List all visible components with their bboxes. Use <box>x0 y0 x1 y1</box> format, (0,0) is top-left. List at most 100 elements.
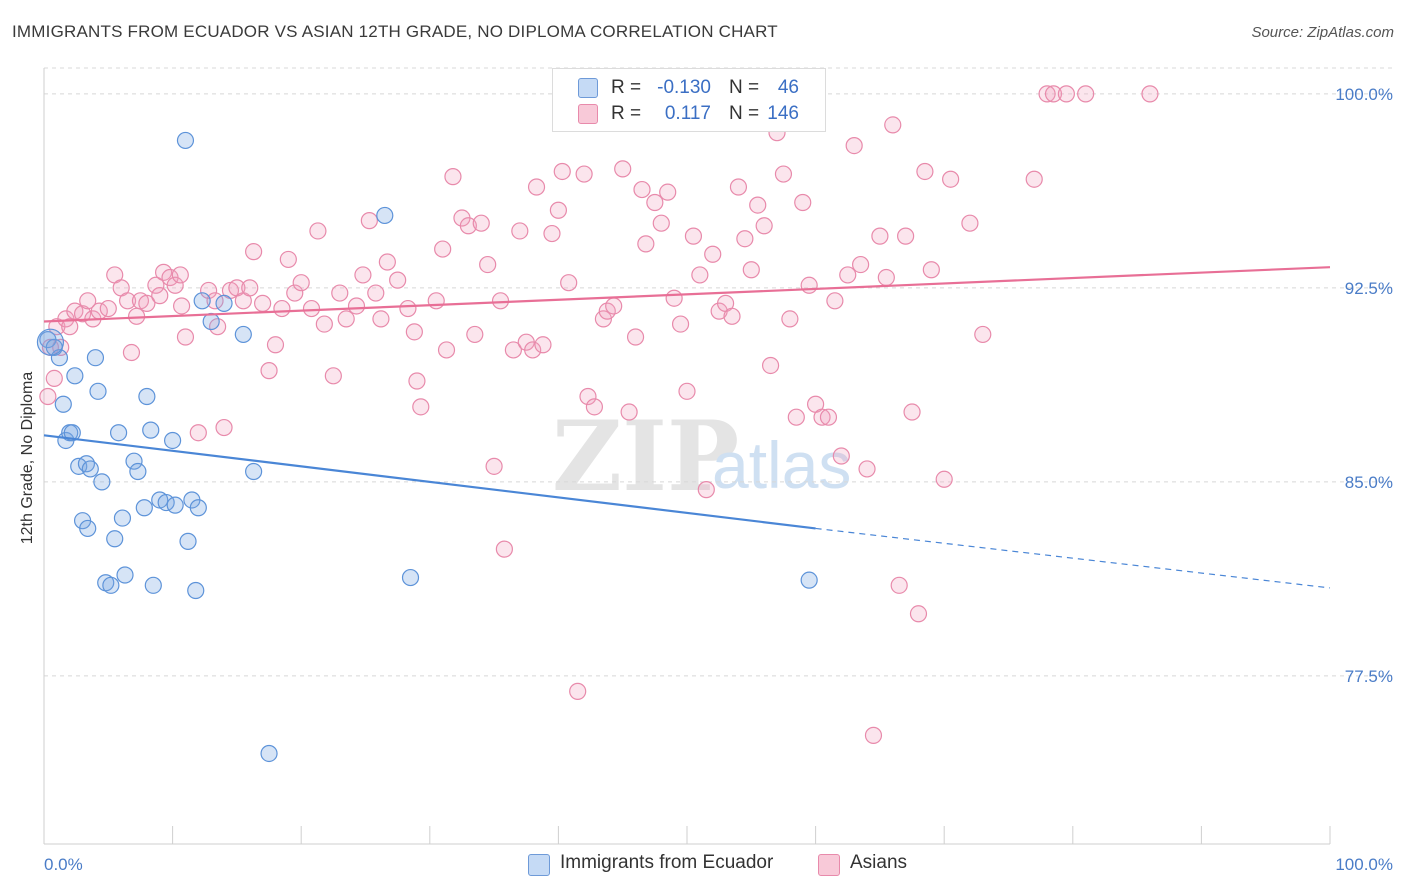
data-point-ecuador <box>215 294 233 312</box>
data-point-asians <box>260 362 278 380</box>
y-tick-label: 77.5% <box>1345 667 1393 686</box>
data-point-ecuador <box>89 382 107 400</box>
data-point-asians <box>504 341 522 359</box>
data-point-asians <box>166 276 184 294</box>
data-point-asians <box>241 279 259 297</box>
data-point-asians <box>819 408 838 426</box>
data-point-asians <box>826 292 844 310</box>
data-point-asians <box>99 299 117 318</box>
data-point-asians <box>839 266 857 284</box>
data-point-asians <box>691 266 709 284</box>
legend-r-value: -0.130 <box>657 77 711 98</box>
trend-line-ecuador <box>43 434 816 530</box>
data-point-ecuador <box>166 496 184 514</box>
data-point-ecuador <box>189 499 207 517</box>
data-point-asians <box>646 193 664 212</box>
watermark-atlas: atlas <box>712 428 851 502</box>
data-point-asians <box>922 261 940 279</box>
data-point-asians <box>73 305 92 323</box>
data-point-asians <box>742 261 760 279</box>
y-tick-labels: 100.0% 92.5% 85.0% 77.5% <box>1335 85 1393 686</box>
data-point-asians <box>292 274 310 292</box>
data-point-asians <box>215 418 233 437</box>
legend-label-ecuador: Immigrants from Ecuador <box>560 852 774 873</box>
legend-r-value: 0.117 <box>664 103 711 124</box>
data-point-asians <box>39 387 57 406</box>
data-point-asians <box>626 328 645 346</box>
data-point-ecuador <box>401 568 420 587</box>
data-point-ecuador-large <box>36 328 65 356</box>
data-point-asians <box>360 212 378 230</box>
data-point-asians <box>671 315 690 333</box>
data-point-asians <box>444 168 462 186</box>
data-point-asians <box>466 325 484 344</box>
data-point-ecuador <box>81 460 99 478</box>
data-point-ecuador <box>135 499 153 517</box>
data-point-asians <box>524 341 542 359</box>
legend-n-label: N = <box>729 103 760 124</box>
data-point-asians <box>871 227 889 245</box>
data-point-ecuador <box>125 452 143 470</box>
data-point-asians <box>408 372 426 390</box>
y-tick-label: 100.0% <box>1335 85 1393 104</box>
legend-n-value: 146 <box>767 103 799 124</box>
data-point-asians <box>389 271 407 289</box>
data-point-asians <box>511 222 529 240</box>
data-point-ecuador <box>79 519 97 538</box>
data-point-asians <box>974 325 992 344</box>
data-point-ecuador <box>179 532 197 550</box>
data-point-ecuador <box>109 424 128 442</box>
data-point-asians <box>459 217 477 235</box>
data-point-asians <box>813 408 831 426</box>
data-point-asians <box>832 447 850 465</box>
data-point-asians <box>800 276 818 294</box>
data-point-asians <box>903 403 921 421</box>
data-point-asians <box>61 318 79 336</box>
data-point-asians <box>266 336 285 354</box>
legend-r-label: R = <box>611 103 642 124</box>
data-point-asians <box>794 193 812 212</box>
data-point-asians <box>337 310 355 328</box>
data-point-ecuador <box>54 395 72 413</box>
grid-lines <box>44 67 1392 677</box>
series-asians <box>39 85 1159 744</box>
data-point-ecuador <box>93 473 111 491</box>
data-point-ecuador <box>86 349 105 367</box>
data-point-ecuador <box>63 424 81 442</box>
data-point-ecuador <box>176 131 195 150</box>
data-point-asians <box>122 343 141 362</box>
data-point-asians <box>637 235 655 253</box>
data-point-asians <box>890 576 908 594</box>
data-point-asians <box>665 289 683 307</box>
data-point-asians <box>279 250 297 269</box>
data-point-asians <box>884 116 902 134</box>
data-point-ecuador <box>376 206 394 225</box>
watermark-zip: ZIP <box>552 400 739 513</box>
data-point-asians <box>147 276 165 294</box>
data-point-asians <box>553 162 571 181</box>
data-point-asians <box>491 292 510 310</box>
data-point-asians <box>704 245 722 263</box>
data-point-asians <box>697 481 715 499</box>
legend-n-value: 46 <box>777 77 799 98</box>
data-point-asians <box>315 315 333 333</box>
legend-r-label: R = <box>611 77 642 98</box>
data-point-asians <box>787 408 805 426</box>
x-tick-label-max: 100.0% <box>1335 855 1393 874</box>
data-point-asians <box>1038 85 1056 103</box>
data-point-asians <box>1077 85 1095 103</box>
data-point-asians <box>678 382 696 400</box>
data-point-asians <box>858 460 876 478</box>
data-point-asians <box>171 266 189 284</box>
data-point-asians <box>354 266 372 284</box>
data-point-asians <box>367 284 385 302</box>
data-point-asians <box>176 328 195 346</box>
data-point-ecuador <box>245 462 263 481</box>
data-point-asians <box>749 196 767 214</box>
data-point-asians <box>569 682 587 700</box>
data-point-ecuador <box>164 431 182 450</box>
data-point-ecuador <box>234 325 252 344</box>
data-point-asians <box>916 162 934 181</box>
data-point-asians <box>684 227 703 245</box>
data-point-asians <box>347 297 366 315</box>
